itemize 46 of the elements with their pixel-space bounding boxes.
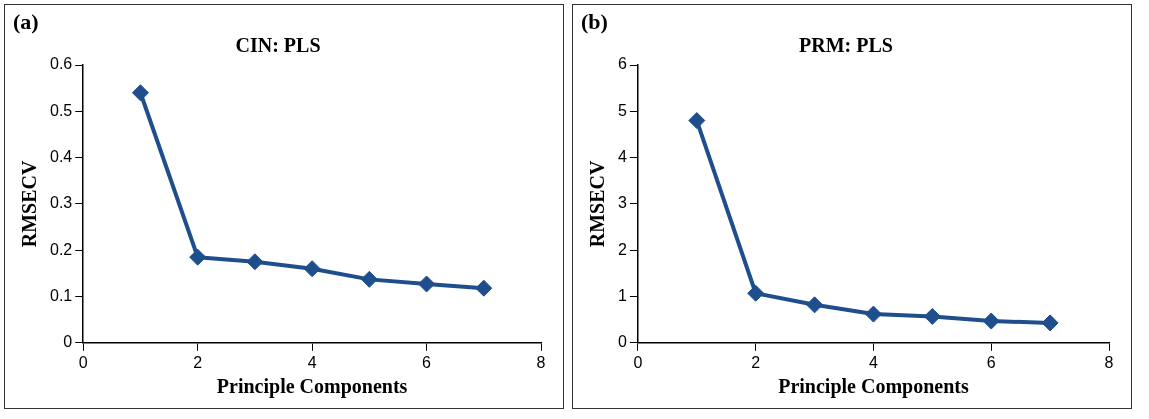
y-axis-title: RMSECV bbox=[18, 160, 41, 248]
y-tick-label: 0.3 bbox=[49, 194, 73, 212]
x-axis-title: Principle Components bbox=[778, 375, 969, 399]
chart-title: CIN: PLS bbox=[235, 34, 321, 57]
chart-title: PRM: PLS bbox=[799, 34, 893, 57]
point bbox=[864, 305, 882, 323]
point bbox=[131, 84, 149, 102]
x-axis-title: Principle Components bbox=[216, 375, 408, 399]
point bbox=[923, 307, 941, 325]
y-tick-label: 0.5 bbox=[49, 101, 73, 119]
text: (a) bbox=[13, 9, 39, 35]
point bbox=[1041, 314, 1059, 332]
y-axis-title: RMSECV bbox=[586, 160, 609, 248]
text: (b) bbox=[581, 9, 608, 35]
y-tick-label: 3 bbox=[617, 194, 627, 212]
x-tick-label: 6 bbox=[986, 353, 996, 371]
y-tick-label: 0.6 bbox=[49, 55, 73, 73]
point bbox=[360, 270, 378, 288]
point bbox=[475, 279, 493, 297]
point bbox=[806, 296, 824, 314]
y-tick-label: 0.4 bbox=[49, 148, 73, 166]
x-tick-label: 8 bbox=[536, 353, 546, 371]
y-tick-label: 0.2 bbox=[49, 240, 73, 258]
x-tick-label: 6 bbox=[422, 353, 432, 371]
point bbox=[747, 284, 765, 302]
y-tick-label: 0 bbox=[63, 333, 73, 351]
y-tick-label: 2 bbox=[617, 240, 627, 258]
point bbox=[303, 260, 321, 278]
x-tick-label: 2 bbox=[751, 353, 761, 371]
y-tick-label: 1 bbox=[617, 286, 627, 304]
y-tick-label: 4 bbox=[617, 148, 627, 166]
y-tick-label: 0 bbox=[617, 333, 627, 351]
y-tick-label: 5 bbox=[617, 101, 627, 119]
y-tick-label: 6 bbox=[617, 55, 627, 73]
point bbox=[189, 248, 207, 266]
x-tick-label: 8 bbox=[1104, 353, 1114, 371]
x-tick-label: 0 bbox=[633, 353, 643, 371]
y-tick-label: 0.1 bbox=[49, 286, 73, 304]
x-tick-label: 4 bbox=[307, 353, 317, 371]
point bbox=[688, 112, 706, 130]
x-tick-label: 4 bbox=[869, 353, 878, 371]
x-tick-label: 0 bbox=[78, 353, 88, 371]
x-tick-label: 2 bbox=[193, 353, 203, 371]
point bbox=[418, 275, 436, 293]
point bbox=[982, 312, 1000, 330]
point bbox=[246, 253, 264, 271]
